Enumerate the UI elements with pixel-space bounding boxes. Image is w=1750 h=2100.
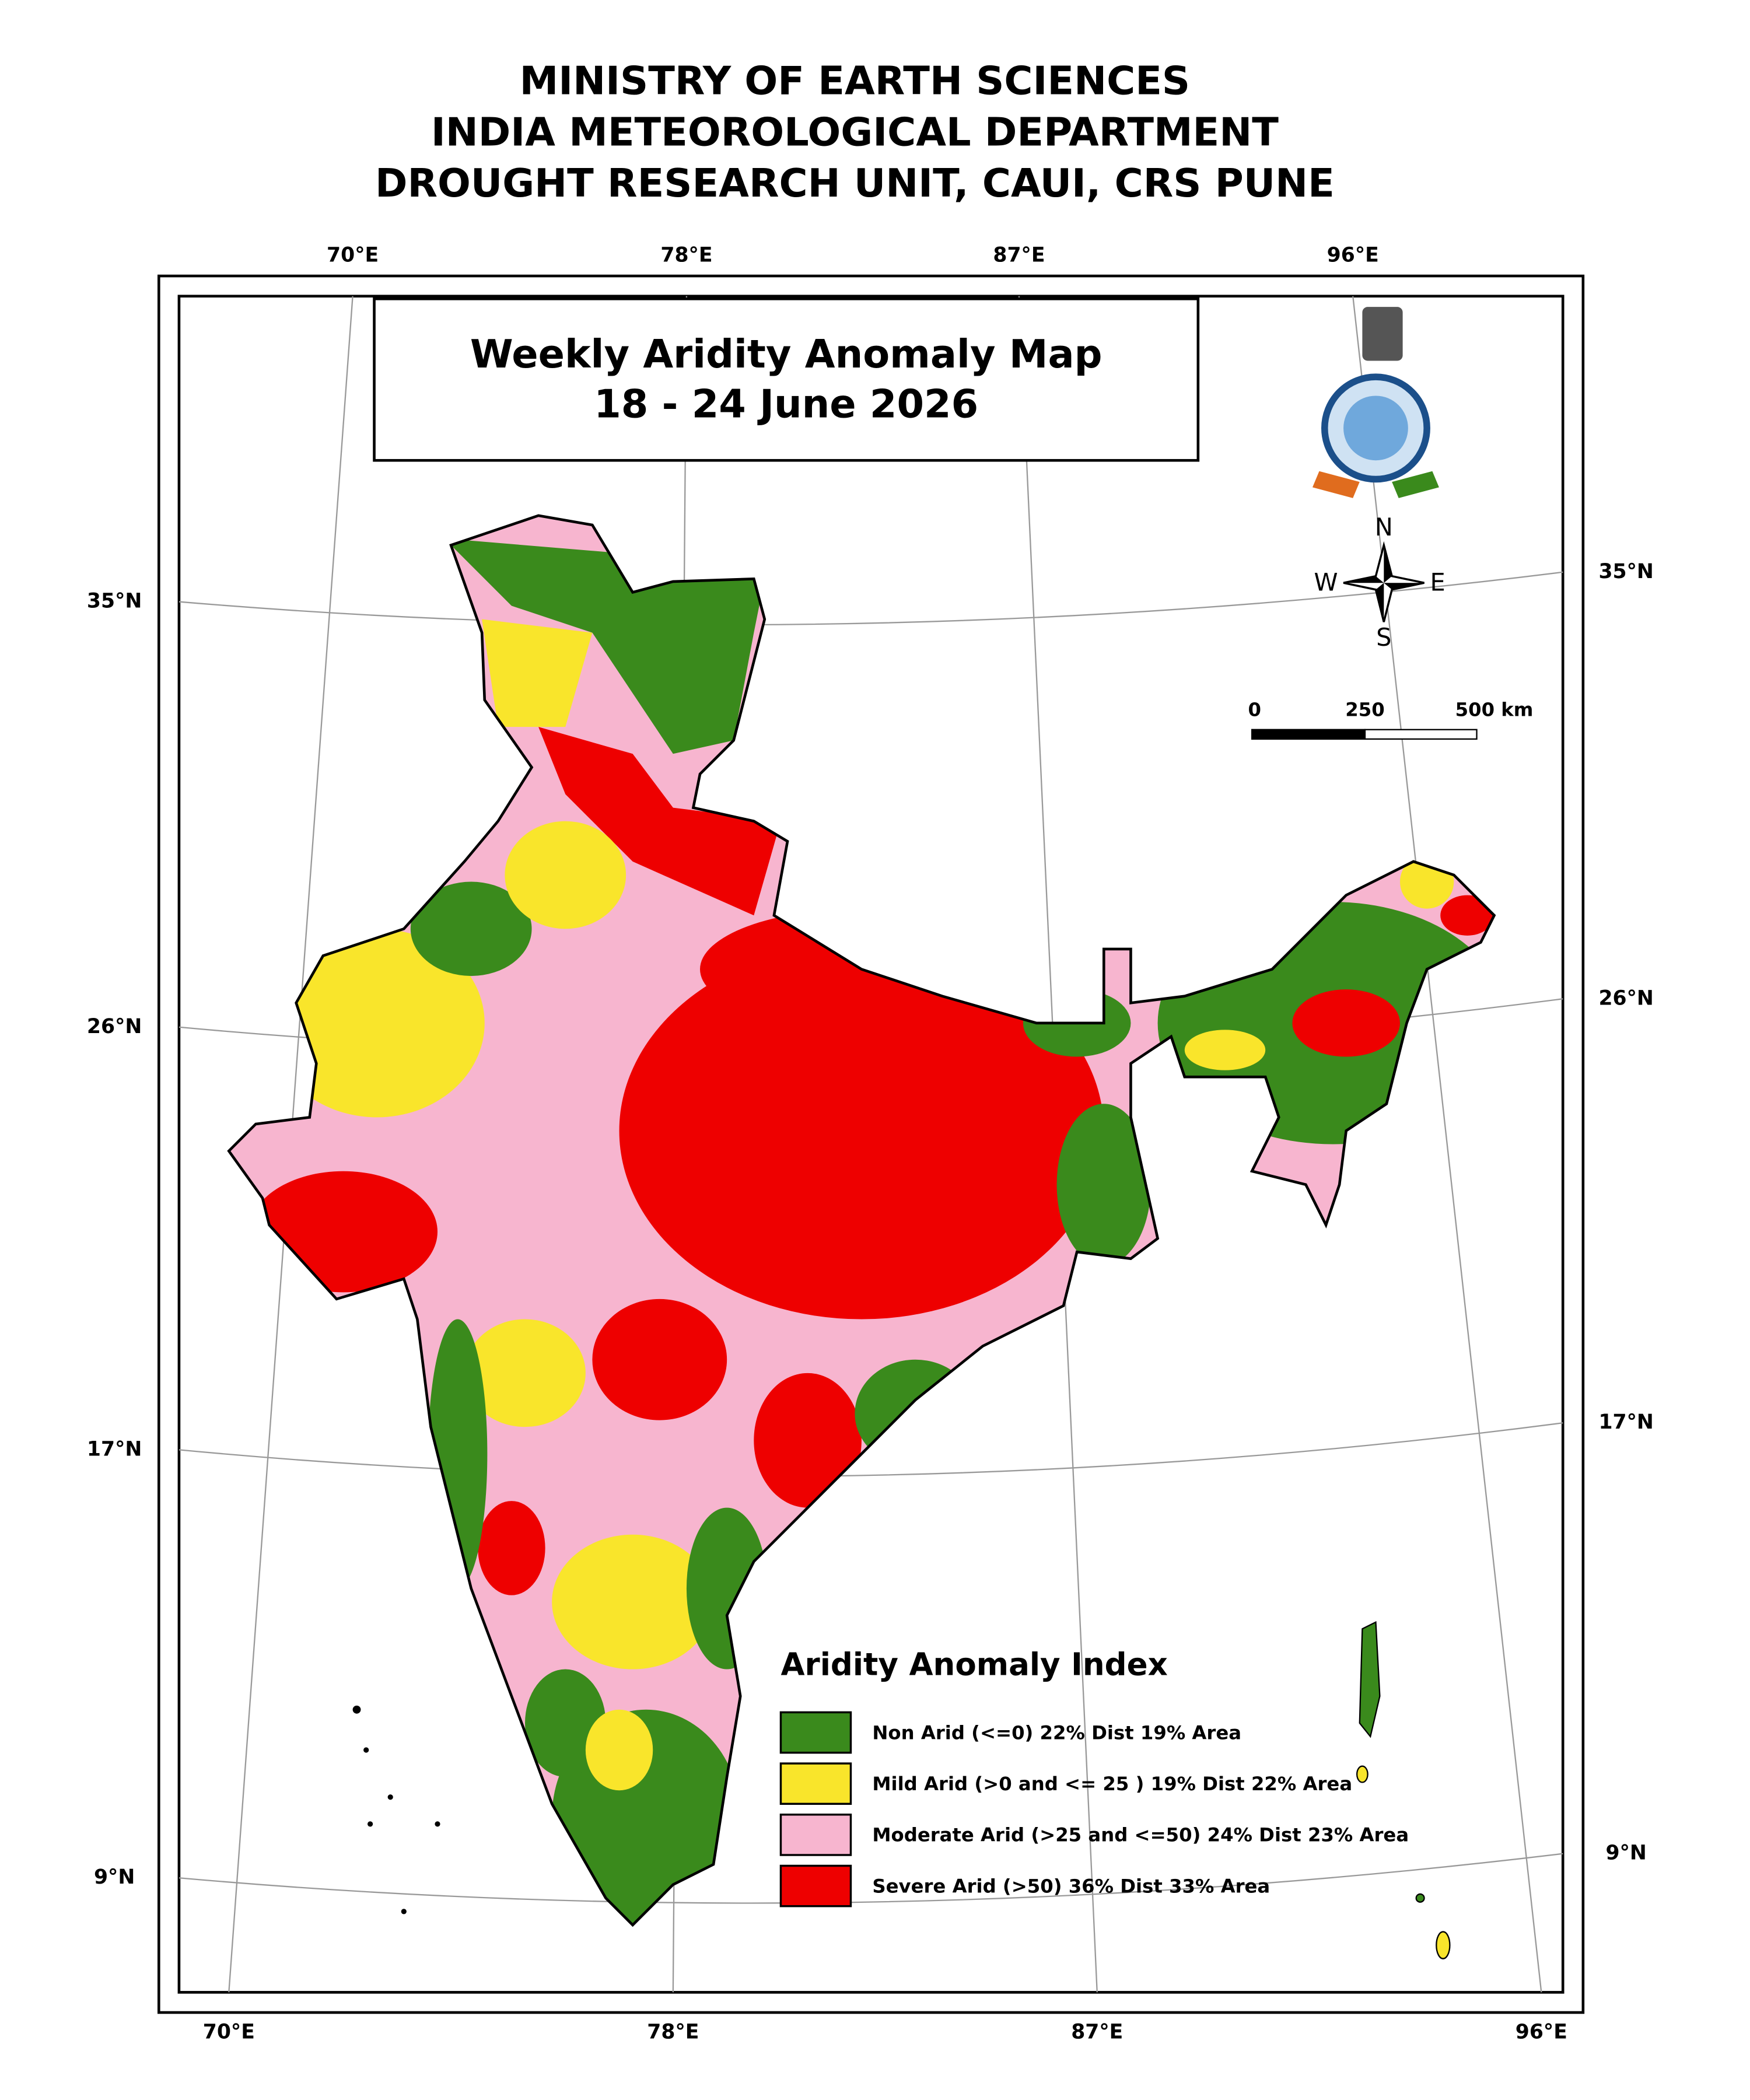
- inner-frame: [177, 295, 1564, 1994]
- scale-label: 500 km: [1455, 698, 1534, 720]
- latitude-label: 17°N: [1598, 1410, 1653, 1434]
- scale-bar: 0 250 500 km: [1248, 698, 1534, 740]
- legend-label: Mild Arid (>0 and <= 25 ) 19% Dist 22% A…: [872, 1773, 1352, 1795]
- india-map: [202, 498, 1521, 1959]
- legend-swatch: [779, 1711, 852, 1754]
- latitude-label: 9°N: [94, 1866, 135, 1889]
- compass-label: S: [1376, 623, 1391, 652]
- latitude-label: 26°N: [87, 1015, 142, 1038]
- imd-emblem: [1312, 307, 1439, 498]
- legend-label: Severe Arid (>50) 36% Dist 33% Area: [872, 1875, 1270, 1897]
- compass-label: E: [1430, 568, 1445, 597]
- longitude-label: 78°E: [647, 2021, 699, 2044]
- latitude-label: 9°N: [1606, 1842, 1647, 1865]
- header-line: MINISTRY OF EARTH SCIENCES: [520, 58, 1190, 104]
- legend-swatch: [779, 1762, 852, 1805]
- longitude-label: 96°E: [1516, 2021, 1567, 2044]
- compass: N W E S: [1314, 513, 1446, 652]
- legend: Aridity Anomaly Index Non Arid (<=0) 22%…: [779, 1647, 1409, 1908]
- longitude-label: 70°E: [203, 2021, 255, 2044]
- header-line: INDIA METEOROLOGICAL DEPARTMENT: [431, 109, 1279, 155]
- longitude-label: 78°E: [660, 243, 712, 267]
- latitude-label: 26°N: [1598, 986, 1653, 1010]
- legend-title: Aridity Anomaly Index: [780, 1647, 1167, 1683]
- scale-label: 250: [1345, 698, 1384, 720]
- header: MINISTRY OF EARTH SCIENCES INDIA METEORO…: [375, 58, 1335, 206]
- longitude-label: 87°E: [1071, 2021, 1123, 2044]
- map-date: 18 - 24 June 2026: [594, 381, 978, 426]
- compass-label: W: [1314, 568, 1338, 597]
- legend-label: Non Arid (<=0) 22% Dist 19% Area: [872, 1721, 1241, 1744]
- latitude-label: 17°N: [87, 1437, 142, 1461]
- compass-label: N: [1375, 513, 1393, 541]
- latitude-label: 35°N: [87, 590, 142, 613]
- legend-swatch: [779, 1864, 852, 1908]
- scale-label: 0: [1248, 698, 1261, 720]
- latitude-label: 35°N: [1598, 560, 1653, 583]
- legend-swatch: [779, 1814, 852, 1856]
- legend-label: Moderate Arid (>25 and <=50) 24% Dist 23…: [872, 1824, 1409, 1846]
- longitude-label: 70°E: [327, 243, 379, 267]
- graticule-labels: 70°E 78°E 87°E 96°E 70°E 78°E 87°E 96°E …: [87, 243, 1654, 2043]
- longitude-label: 96°E: [1327, 243, 1379, 267]
- map-title: Weekly Aridity Anomaly Map: [470, 331, 1102, 377]
- title-box: Weekly Aridity Anomaly Map 18 - 24 June …: [373, 297, 1200, 462]
- header-line: DROUGHT RESEARCH UNIT, CAUI, CRS PUNE: [375, 160, 1335, 206]
- outer-frame: [157, 274, 1585, 2014]
- longitude-label: 87°E: [993, 243, 1045, 267]
